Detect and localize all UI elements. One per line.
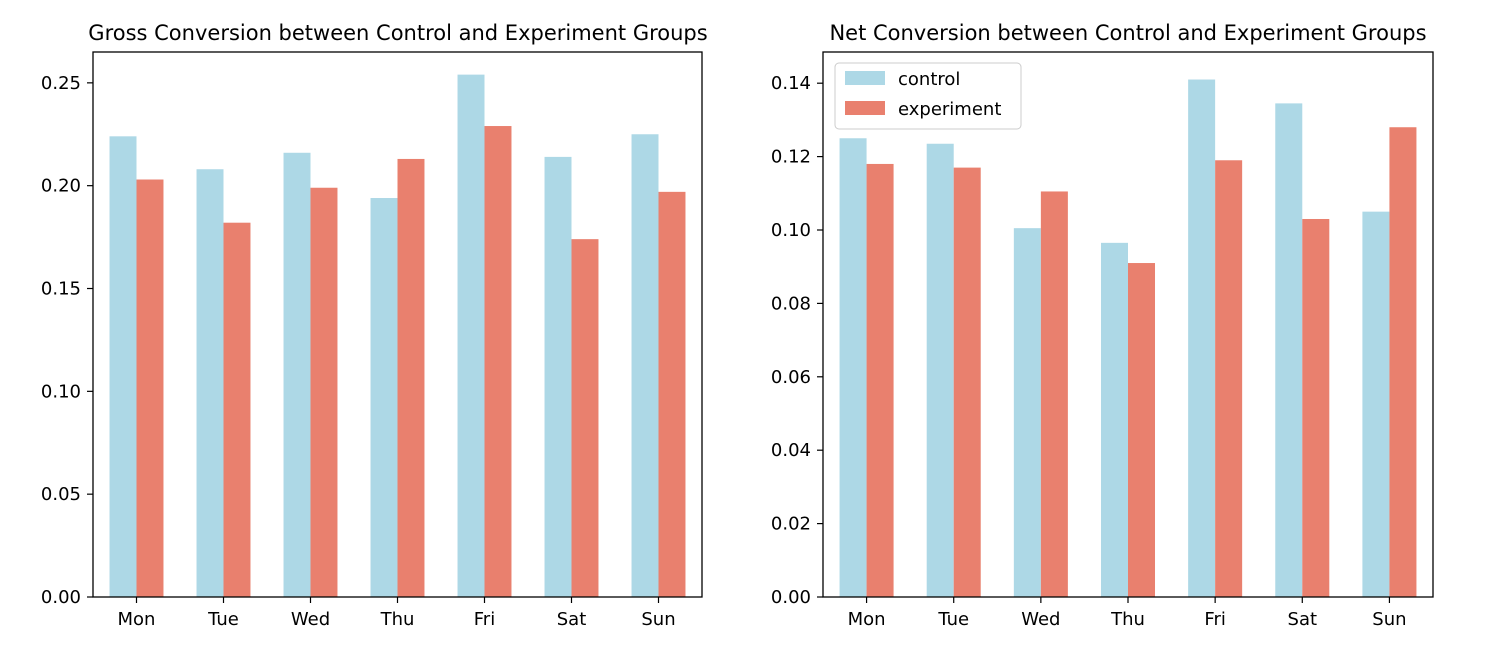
gross-bar-control-mon: [109, 136, 137, 597]
gross-bar-experiment-mon: [136, 179, 164, 597]
gross-bar-experiment-thu: [397, 158, 425, 597]
net-x-axis: Mon Tue Wed Thu Fri Sat Sun: [848, 597, 1407, 630]
net-bar-experiment-sat: [1302, 218, 1330, 598]
net-bar-control-wed: [1013, 228, 1041, 597]
net-y-tick-label-4: 0.08: [771, 293, 811, 314]
gross-chart-title: Gross Conversion between Control and Exp…: [88, 21, 707, 45]
net-bar-control-tue: [926, 143, 954, 597]
gross-x-tick-label-thu: Thu: [380, 609, 415, 630]
gross-y-axis: 0.00 0.05 0.10 0.15 0.20 0.25: [41, 73, 93, 608]
net-x-tick-label-tue: Tue: [937, 609, 969, 630]
net-y-tick-label-6: 0.12: [771, 147, 811, 168]
gross-bars: [109, 74, 686, 598]
gross-bar-experiment-sat: [571, 239, 599, 597]
gross-bar-experiment-fri: [484, 126, 512, 597]
net-bar-control-sun: [1362, 211, 1390, 597]
gross-plot-frame: [92, 51, 703, 598]
legend-label-experiment: experiment: [898, 99, 1001, 120]
gross-x-tick-label-wed: Wed: [291, 609, 330, 630]
gross-y-tick-label-5: 0.25: [41, 73, 81, 94]
gross-x-axis: Mon Tue Wed Thu Fri Sat Sun: [118, 597, 676, 630]
net-bar-experiment-mon: [866, 163, 894, 597]
gross-bar-control-sat: [544, 156, 572, 597]
net-bars: [839, 79, 1417, 598]
net-y-tick-label-7: 0.14: [771, 73, 811, 94]
net-y-axis: 0.00 0.02 0.04 0.06 0.08 0.10 0.12 0.14: [771, 73, 823, 608]
legend-label-control: control: [898, 69, 960, 90]
net-legend: control experiment: [834, 62, 1022, 130]
gross-x-tick-label-sun: Sun: [641, 609, 675, 630]
gross-x-tick-label-fri: Fri: [474, 609, 495, 630]
net-bar-experiment-sun: [1389, 127, 1417, 598]
gross-conversion-chart: Gross Conversion between Control and Exp…: [41, 21, 708, 630]
net-y-tick-label-2: 0.04: [771, 440, 811, 461]
net-x-tick-label-fri: Fri: [1204, 609, 1225, 630]
net-bar-experiment-thu: [1128, 263, 1156, 597]
net-chart-title: Net Conversion between Control and Exper…: [829, 21, 1426, 45]
gross-bar-control-tue: [196, 169, 224, 598]
net-bar-control-sat: [1275, 103, 1303, 597]
net-y-tick-label-5: 0.10: [771, 220, 811, 241]
gross-x-tick-label-mon: Mon: [118, 609, 156, 630]
gross-bar-control-thu: [370, 198, 398, 597]
net-bar-control-fri: [1188, 79, 1216, 597]
net-bar-control-mon: [839, 138, 867, 597]
gross-bar-control-sun: [631, 134, 659, 597]
gross-y-tick-label-3: 0.15: [41, 279, 81, 300]
net-bar-experiment-fri: [1215, 160, 1243, 597]
gross-x-tick-label-tue: Tue: [207, 609, 239, 630]
gross-bar-experiment-wed: [310, 187, 338, 598]
gross-y-tick-label-1: 0.05: [41, 484, 81, 505]
gross-bar-control-wed: [283, 152, 311, 597]
gross-bar-control-fri: [457, 74, 485, 598]
net-x-tick-label-thu: Thu: [1110, 609, 1145, 630]
net-x-tick-label-sat: Sat: [1288, 609, 1318, 630]
net-x-tick-label-wed: Wed: [1021, 609, 1060, 630]
legend-swatch-control: [845, 71, 885, 85]
gross-bar-experiment-tue: [223, 222, 251, 597]
net-y-tick-label-0: 0.00: [771, 587, 811, 608]
gross-y-tick-label-4: 0.20: [41, 176, 81, 197]
net-plot-frame: [822, 51, 1434, 598]
net-x-tick-label-sun: Sun: [1372, 609, 1406, 630]
net-conversion-chart: Net Conversion between Control and Exper…: [771, 21, 1434, 630]
gross-bar-experiment-sun: [658, 191, 686, 597]
net-bar-control-thu: [1100, 242, 1128, 597]
gross-y-tick-label-2: 0.10: [41, 381, 81, 402]
net-bar-experiment-tue: [953, 167, 981, 598]
legend-swatch-experiment: [845, 101, 885, 115]
gross-x-tick-label-sat: Sat: [557, 609, 587, 630]
net-y-tick-label-3: 0.06: [771, 367, 811, 388]
net-x-tick-label-mon: Mon: [848, 609, 886, 630]
net-y-tick-label-1: 0.02: [771, 514, 811, 535]
net-bar-experiment-wed: [1040, 191, 1068, 597]
gross-y-tick-label-0: 0.00: [41, 587, 81, 608]
